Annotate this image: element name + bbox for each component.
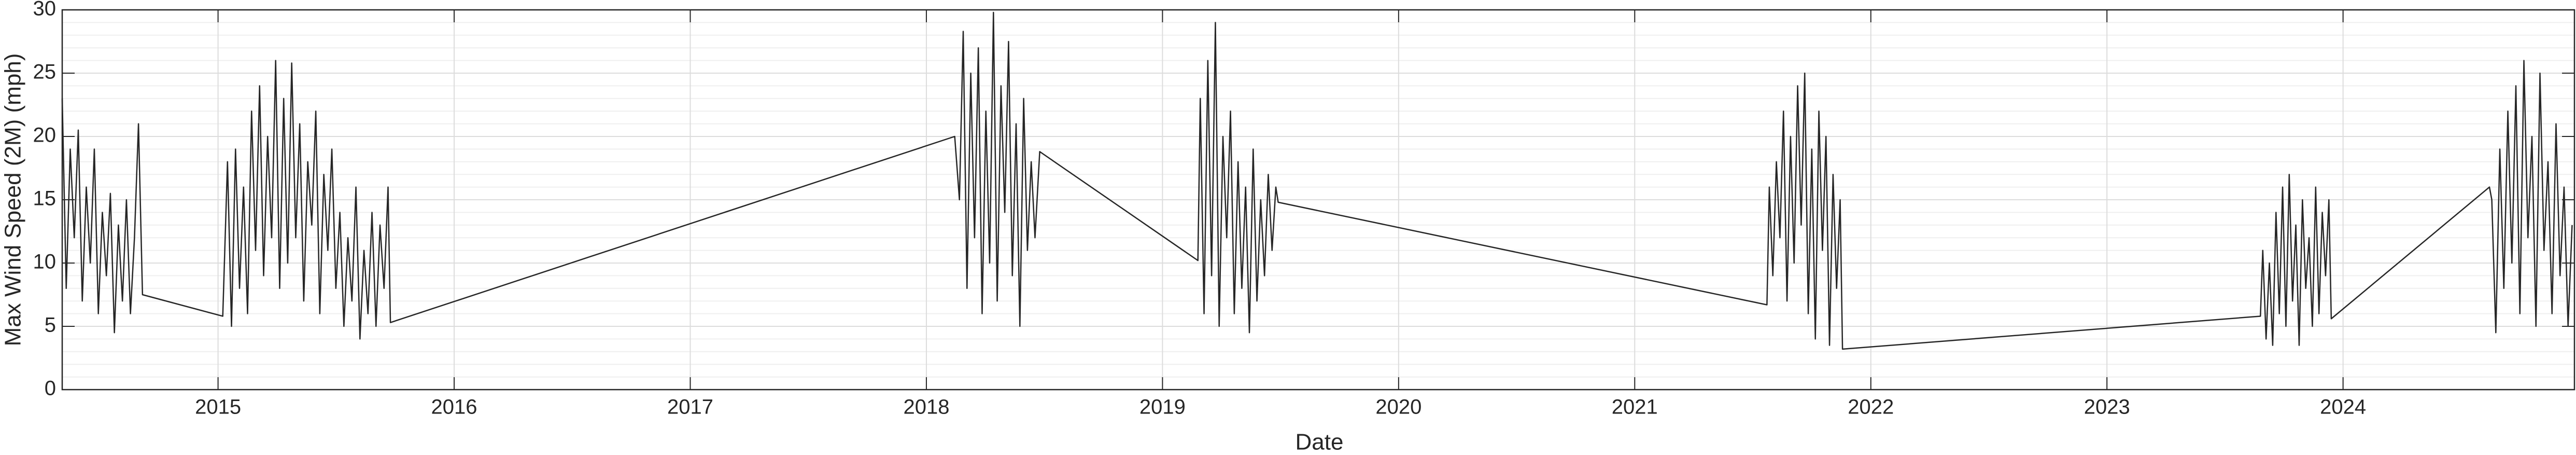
data-line (61, 11, 2573, 350)
plot-frame (61, 9, 2575, 391)
y-tick-label: 15 (33, 187, 57, 210)
x-tick-label: 2022 (1848, 396, 1894, 419)
y-tick-label: 30 (33, 0, 57, 20)
x-tick-label: 2021 (1612, 396, 1658, 419)
x-tick-label: 2020 (1375, 396, 1421, 419)
x-tick-label: 2023 (2084, 396, 2130, 419)
y-tick-label: 5 (45, 314, 56, 337)
y-tick-label: 0 (45, 377, 56, 400)
y-axis-label: Max Wind Speed (2M) (mph) (1, 53, 26, 347)
y-tick-label: 10 (33, 251, 57, 273)
x-tick-label: 2024 (2320, 396, 2366, 419)
x-tick-label: 2016 (431, 396, 477, 419)
x-tick-label: 2015 (195, 396, 241, 419)
y-tick-label: 25 (33, 61, 57, 84)
x-axis-label: Date (1296, 430, 1344, 455)
x-tick-label: 2018 (903, 396, 949, 419)
x-tick-label: 2019 (1139, 396, 1186, 419)
y-tick-label: 20 (33, 124, 57, 147)
x-tick-label: 2017 (667, 396, 713, 419)
